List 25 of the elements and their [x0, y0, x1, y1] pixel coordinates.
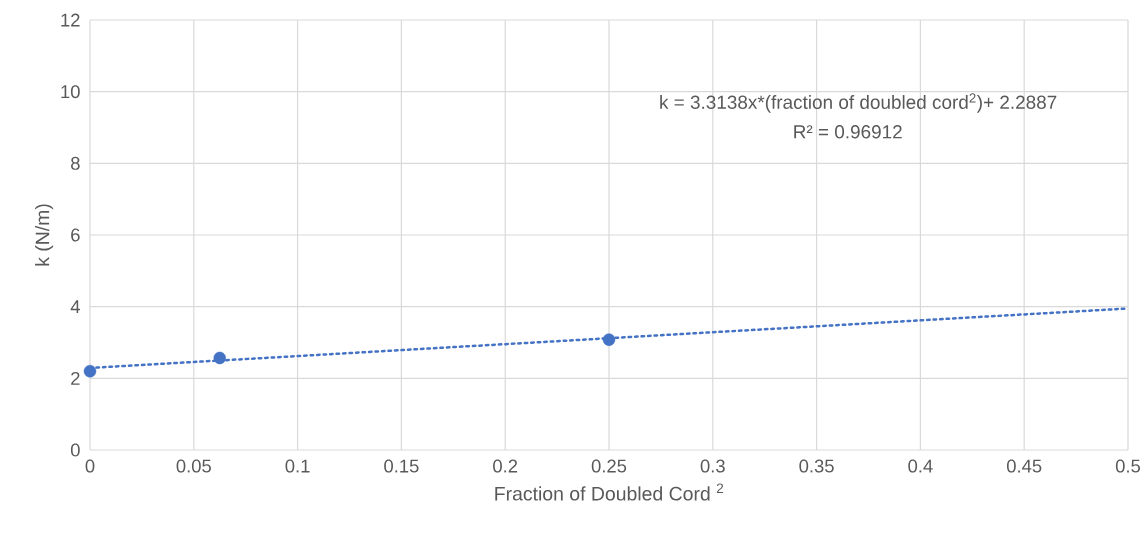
x-tick-label: 0.15 [384, 459, 419, 473]
y-tick-label: 2 [71, 371, 80, 385]
annotation: R² = 0.96912 [794, 125, 902, 139]
x-tick-label: 0.1 [285, 459, 310, 473]
y-tick-label: 0 [70, 443, 80, 457]
x-tick-label: 0.2 [493, 459, 518, 473]
point [213, 351, 226, 365]
x-tick-label: 0.5 [1115, 459, 1141, 473]
y-tick-label: 4 [70, 300, 80, 314]
y-tick-label: 12 [61, 13, 80, 27]
y-axis-title: k (N/m) [35, 204, 54, 266]
y-tick-label: 6 [71, 228, 80, 242]
x-tick-label: 0.45 [1006, 459, 1042, 473]
point [602, 333, 616, 346]
x-tick-label: 0.3 [700, 459, 725, 473]
x-tick-label: 0.35 [799, 459, 834, 473]
x-tick-label: 0.05 [176, 459, 211, 473]
x-tick-label: 0.4 [908, 459, 933, 473]
point [83, 364, 97, 378]
x-axis-title: Fraction of Doubled Cord $^{2}$ [495, 483, 724, 501]
annotation: k = 3.3138x*(fraction of doubled cord$^{2}$)+ 2.2887 [660, 93, 1057, 113]
y-tick-label: 8 [71, 156, 80, 170]
x-tick-label: 0 [85, 459, 95, 473]
x-tick-label: 0.25 [591, 459, 627, 473]
y-tick-label: 10 [61, 85, 80, 99]
